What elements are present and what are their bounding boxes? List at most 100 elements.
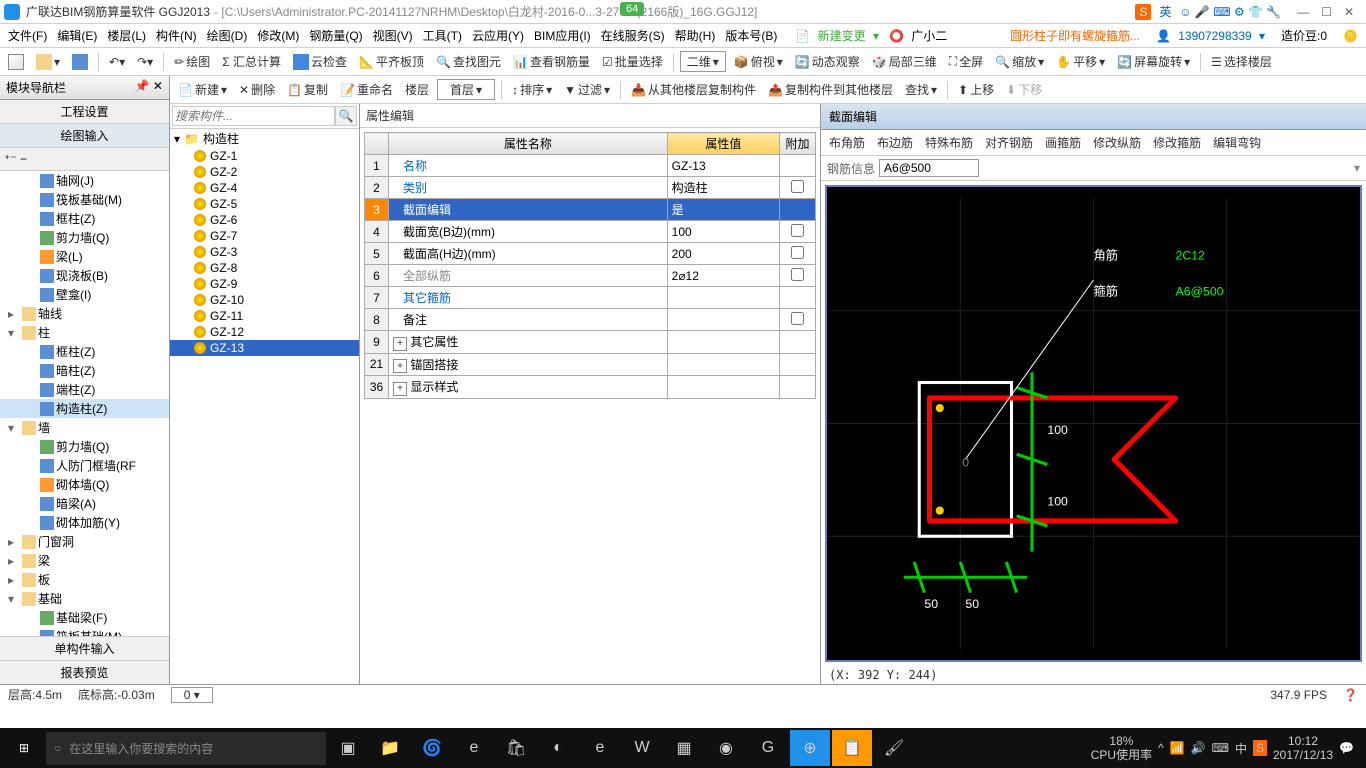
minimize-btn[interactable]: — — [1297, 5, 1309, 19]
sum-btn[interactable]: Σ 汇总计算 — [218, 51, 285, 72]
tree-item[interactable]: 轴网(J) — [0, 171, 169, 190]
tray-up-icon[interactable]: ^ — [1158, 741, 1164, 755]
tree-item[interactable]: 框柱(Z) — [0, 342, 169, 361]
tree-item[interactable]: 现浇板(B) — [0, 266, 169, 285]
gz-item[interactable]: GZ-11 — [170, 308, 359, 324]
prop-row[interactable]: 2类别构造柱 — [365, 177, 816, 199]
filter-btn[interactable]: ▼ 过滤▾ — [560, 79, 614, 100]
tree-item[interactable]: 剪力墙(Q) — [0, 228, 169, 247]
tree-item[interactable]: 人防门框墙(RF — [0, 456, 169, 475]
section-tab[interactable]: 画箍筋 — [1045, 134, 1081, 151]
tree-item[interactable]: 暗梁(A) — [0, 494, 169, 513]
collapse-icon[interactable]: − — [20, 152, 27, 166]
tree-item[interactable]: 壁龛(I) — [0, 285, 169, 304]
tree-item[interactable]: 剪力墙(Q) — [0, 437, 169, 456]
status-zoom-combo[interactable]: 0 ▾ — [171, 687, 213, 703]
tray-icons[interactable]: ☺ 🎤 ⌨ ⚙ 👕 🔧 — [1179, 5, 1281, 19]
del-btn[interactable]: ✕ 删除 — [235, 79, 279, 100]
menu-version[interactable]: 版本号(B) — [721, 25, 781, 46]
menu-modify[interactable]: 修改(M) — [253, 25, 303, 46]
draw-btn[interactable]: ✏ 绘图 — [170, 51, 214, 72]
tray-clock[interactable]: 10:122017/12/13 — [1273, 734, 1333, 763]
copyfrom-btn[interactable]: 📥 从其他楼层复制构件 — [627, 79, 760, 100]
gz-item[interactable]: GZ-13 — [170, 340, 359, 356]
view-btn[interactable]: 📦 俯视▾ — [730, 51, 787, 72]
tree-item[interactable]: 砌体加筋(Y) — [0, 513, 169, 532]
pan-btn[interactable]: ✋ 平移▾ — [1052, 51, 1109, 72]
tree-item[interactable]: 砌体墙(Q) — [0, 475, 169, 494]
tb-app8[interactable]: 🖌 — [874, 730, 914, 766]
sel-floor-btn[interactable]: ☰ 选择楼层 — [1207, 51, 1276, 72]
gz-item[interactable]: GZ-3 — [170, 244, 359, 260]
tree-item[interactable]: 构造柱(Z) — [0, 399, 169, 418]
tree-item[interactable]: 筏板基础(M) — [0, 190, 169, 209]
nav-footer-report[interactable]: 报表预览 — [0, 660, 169, 684]
tb-edge[interactable]: e — [454, 730, 494, 766]
floor-combo[interactable]: 楼层 — [401, 79, 433, 100]
gz-item[interactable]: GZ-1 — [170, 148, 359, 164]
prop-row[interactable]: 3截面编辑是 — [365, 199, 816, 221]
prop-row[interactable]: 8备注 — [365, 309, 816, 331]
tree-item[interactable]: ▸梁 — [0, 551, 169, 570]
section-canvas[interactable]: 100 100 50 50 角筋 2C12 箍筋 A6@500 — [825, 185, 1362, 662]
tree-item[interactable]: ▾柱 — [0, 323, 169, 342]
sort-btn[interactable]: ↕ 排序▾ — [508, 79, 556, 100]
rename-btn[interactable]: 📝 重命名 — [336, 79, 397, 100]
gz-item[interactable]: GZ-2 — [170, 164, 359, 180]
nav-sub-draw[interactable]: 绘图输入 — [0, 124, 169, 148]
tree-item[interactable]: 筏板基础(M) — [0, 627, 169, 636]
tray-kb-icon[interactable]: ⌨ — [1212, 741, 1229, 755]
section-tab[interactable]: 特殊布筋 — [925, 134, 973, 151]
phone[interactable]: 👤 13907298339 ▾ — [1152, 27, 1269, 45]
gz-item[interactable]: GZ-10 — [170, 292, 359, 308]
gz-item[interactable]: GZ-5 — [170, 196, 359, 212]
new2-btn[interactable]: 📄 新建▾ — [174, 79, 231, 100]
section-tab[interactable]: 布角筋 — [829, 134, 865, 151]
prop-row[interactable]: 1名称GZ-13 — [365, 155, 816, 177]
tb-store[interactable]: 🛍 — [496, 730, 536, 766]
tree-item[interactable]: 端柱(Z) — [0, 380, 169, 399]
expand-icon[interactable]: ⁺⁻ — [4, 152, 17, 166]
tree-item[interactable]: 基础梁(F) — [0, 608, 169, 627]
prop-row[interactable]: 7其它箍筋 — [365, 287, 816, 309]
rebar-info-combo[interactable]: A6@500 — [879, 159, 979, 177]
tree-item[interactable]: 暗柱(Z) — [0, 361, 169, 380]
redo-btn[interactable]: ↷▾ — [133, 53, 157, 71]
nav-pin-icon[interactable]: 📌 ✕ — [135, 79, 163, 96]
cloud-check-btn[interactable]: 云检查 — [289, 51, 351, 72]
new-change-btn[interactable]: 📄 新建变更 ▾ — [791, 25, 883, 46]
section-tab[interactable]: 对齐钢筋 — [985, 134, 1033, 151]
gz-item[interactable]: GZ-7 — [170, 228, 359, 244]
gz-item[interactable]: GZ-9 — [170, 276, 359, 292]
tray-ime[interactable]: 中 — [1235, 740, 1247, 757]
tb-app7[interactable]: 📋 — [832, 730, 872, 766]
rot-btn[interactable]: 🔄 屏幕旋转▾ — [1113, 51, 1194, 72]
sogou-icon[interactable]: S — [1135, 4, 1151, 20]
section-tab[interactable]: 布边筋 — [877, 134, 913, 151]
find-btn[interactable]: 🔍 查找图元 — [432, 51, 505, 72]
batch-btn[interactable]: ☑ 批量选择 — [598, 51, 667, 72]
tb-app3[interactable]: ◐ — [538, 730, 578, 766]
tree-item[interactable]: ▾墙 — [0, 418, 169, 437]
status-help-icon[interactable]: ❓ — [1343, 688, 1358, 702]
menu-view[interactable]: 视图(V) — [369, 25, 417, 46]
menu-draw[interactable]: 绘图(D) — [203, 25, 252, 46]
section-tab[interactable]: 修改箍筋 — [1153, 134, 1201, 151]
nav-tree[interactable]: 轴网(J)筏板基础(M)框柱(Z)剪力墙(Q)梁(L)现浇板(B)壁龛(I)▸轴… — [0, 171, 169, 636]
menu-bim[interactable]: BIM应用(I) — [530, 25, 595, 46]
taskbar-search[interactable]: ○ 在这里输入你要搜索的内容 — [46, 732, 326, 765]
tb-app2[interactable]: 🌀 — [412, 730, 452, 766]
maximize-btn[interactable]: ☐ — [1321, 5, 1332, 19]
zoom-btn[interactable]: 🔍 缩放▾ — [991, 51, 1048, 72]
open-btn[interactable]: ▾ — [32, 52, 64, 72]
prop-row[interactable]: 5截面高(H边)(mm)200 — [365, 243, 816, 265]
section-tab[interactable]: 编辑弯钩 — [1213, 134, 1261, 151]
menu-online[interactable]: 在线服务(S) — [597, 25, 669, 46]
search-input[interactable] — [172, 106, 335, 126]
section-tab[interactable]: 修改纵筋 — [1093, 134, 1141, 151]
prop-row[interactable]: 9+ 其它属性 — [365, 331, 816, 354]
tray-notif-icon[interactable]: 💬 — [1339, 741, 1354, 755]
search2-btn[interactable]: 查找▾ — [901, 79, 941, 100]
tree-item[interactable]: 框柱(Z) — [0, 209, 169, 228]
tray-net-icon[interactable]: 📶 — [1170, 741, 1185, 755]
